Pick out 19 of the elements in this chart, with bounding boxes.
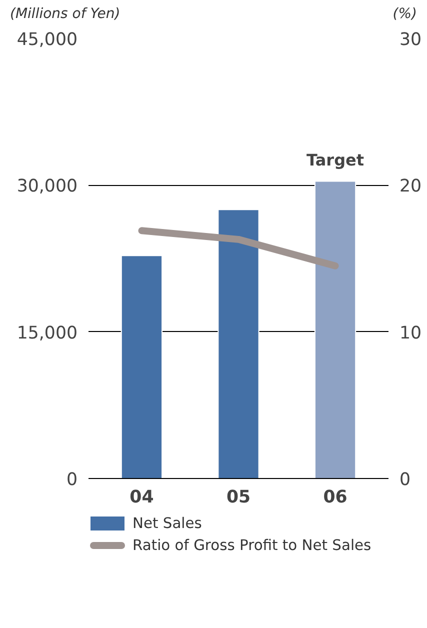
legend-label: Net Sales: [132, 515, 202, 532]
y-tick-label: 45,000: [16, 30, 78, 50]
x-tick-label: 05: [226, 488, 251, 508]
y2-tick-label: 10: [400, 323, 422, 344]
bar: [314, 180, 356, 478]
y-axis-title: (Millions of Yen): [10, 5, 120, 24]
y-tick-label: 15,000: [16, 323, 78, 344]
y2-tick-label: 0: [400, 470, 411, 490]
y-tick-label: 30,000: [16, 176, 78, 197]
legend-label: Ratio of Gross Profit to Net Sales: [132, 537, 372, 554]
annotation: Target: [306, 150, 364, 170]
y2-axis-title: (%): [392, 5, 417, 24]
y-tick-label: 0: [66, 470, 78, 490]
y2-tick-label: 30: [400, 30, 422, 50]
x-tick-label: 06: [323, 488, 348, 508]
x-tick-label: 04: [130, 488, 154, 508]
bar: [120, 255, 163, 478]
bar: [218, 209, 260, 478]
y2-tick-label: 20: [400, 176, 422, 197]
